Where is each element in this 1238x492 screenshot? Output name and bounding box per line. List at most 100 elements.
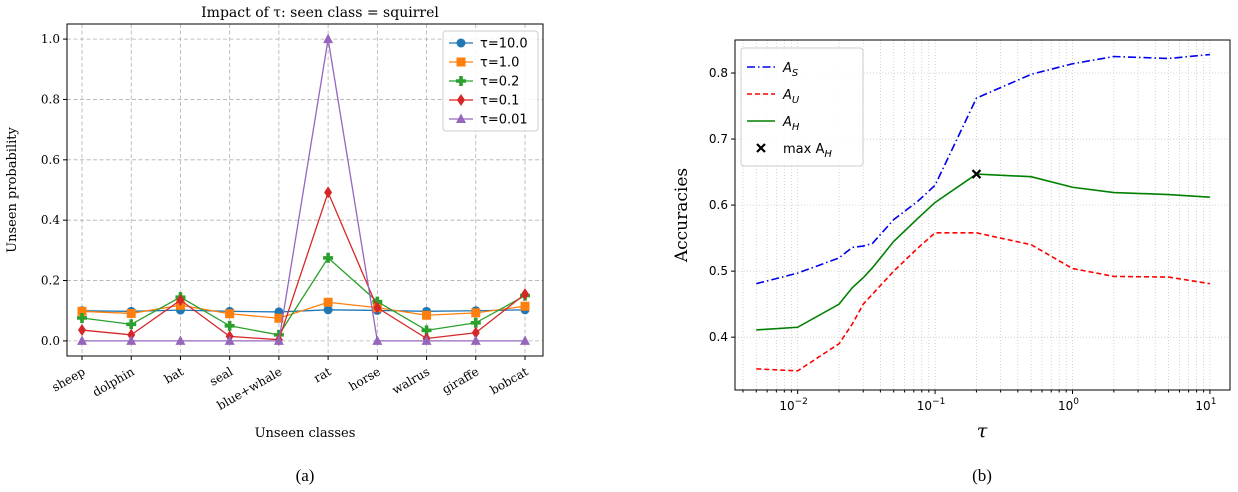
chart-a-xtick-label: rat [311,364,333,385]
chart-b-xtick-exponent: −2 [795,397,808,407]
chart-a-data-point [373,301,382,314]
chart-b-legend-subscript: H [824,149,832,160]
chart-a-ytick-label: 0.0 [41,334,60,348]
chart-a-data-point [127,328,136,341]
chart-a-data-point [323,252,334,263]
chart-a-legend-label: τ=0.01 [480,113,528,128]
chart-a-xtick-label: sheep [50,364,88,394]
chart-a-xtick-label: dolphin [90,364,137,399]
chart-a-frame [66,23,544,357]
chart-b-xtick-exponent: 1 [1211,397,1217,407]
chart-b-legend-name: A [782,61,792,76]
chart-b-legend-marker [756,143,766,153]
chart-a-xtick-label: bat [162,364,186,386]
chart-b-xtick-base: 10 [779,399,794,413]
chart-a-legend-marker [456,38,466,48]
chart-a-legend-label: τ=10.0 [480,37,528,52]
chart-a-ytick-label: 0.6 [41,153,60,167]
chart-a-ytick-label: 0.4 [41,213,60,227]
chart-b-legend-subscript: S [792,68,799,79]
chart-b-legend-label: AU [782,88,800,106]
chart-a-legend-box [442,30,539,132]
chart-a-data-point [471,308,481,318]
chart-a-data-point [126,335,137,345]
panel-a: Impact of τ: seen class = squirrel 0.0 0.… [5,5,544,485]
chart-a-data-point [176,294,185,307]
chart-a-legend-label: τ=1.0 [480,56,519,71]
panel-b: 0.40.50.60.70.8 10−2 10−1 100 101 Accuracie… [672,39,1231,485]
chart-a-series-line [81,190,526,341]
chart-a-data-point [77,335,87,345]
chart-a-legend-marker [456,76,467,86]
chart-b-ytick-label: 0.6 [709,198,728,212]
chart-a-data-point [324,186,333,199]
chart-b-ytick-label: 0.4 [709,330,728,344]
chart-b-xtick-exponent: −1 [932,397,945,407]
chart-a-series-line [82,38,525,342]
chart-a-data-point [421,335,432,345]
chart-a-data-point [225,309,235,319]
chart-a-data-point [323,297,333,307]
chart-a-data-point [470,317,481,328]
chart-b-legend-name: A [782,88,792,103]
chart-b-legend-label: AH [782,115,800,133]
chart-b-frame [734,39,1231,391]
chart-a-data-point [323,33,334,44]
chart-a-data-point [224,335,235,345]
chart-a-data-point [470,335,481,345]
chart-b-xtick-label: 10−2 [779,397,808,413]
chart-a-data-point [471,326,480,339]
chart-a-data-point [372,296,383,307]
chart-b-series-line [756,173,1210,331]
chart-b-legend-name: A [782,115,792,130]
chart-a-legend-label: τ=0.1 [480,94,519,109]
chart-b-xtick-base: 10 [1195,399,1210,413]
chart-a-xtick-label: horse [346,364,382,393]
chart-b-legend-box [740,47,864,167]
chart-a-xtick-label: walrus [390,364,432,397]
chart-a-data-point [520,301,530,311]
chart-b-xtick-label: 101 [1195,397,1216,413]
chart-b-legend-label: max AH [783,142,832,160]
chart-a-data-point [422,310,432,320]
chart-a-data-point [77,312,87,323]
chart-a-legend-marker [456,57,466,67]
chart-a-xtick-label: bobcat [488,364,531,397]
chart-a-data-point [521,288,529,301]
chart-a-data-point [274,313,284,323]
chart-a-xlabel: Unseen classes [255,426,356,441]
chart-a-xtick-label: giraffe [440,364,482,396]
chart-b-legend-subscript: H [792,122,800,133]
chart-b-xtick-base: 10 [1058,399,1073,413]
chart-b-ylabel: Accuracies [672,168,692,263]
chart-a-data-point [273,335,284,345]
chart-b-legend-label: AS [782,61,799,79]
chart-a-data-point [421,325,432,336]
chart-b-xtick-label: 100 [1058,397,1079,413]
chart-b-ytick-label: 0.8 [709,66,728,80]
chart-a-ylabel: Unseen probability [5,127,20,253]
chart-b-xtick-exponent: 0 [1073,397,1079,407]
chart-a-xtick-label: seal [207,364,235,388]
chart-a-data-point [175,335,186,345]
chart-a-data-point [77,306,87,316]
chart-b-ytick-label: 0.5 [709,264,728,278]
chart-a-data-point [126,308,136,318]
chart-a-data-point [323,305,333,315]
chart-a-ytick-label: 0.8 [41,92,60,106]
chart-b-max-marker [971,169,982,179]
chart-b-xtick-base: 10 [917,399,932,413]
chart-b-legend-subscript: U [792,95,800,106]
chart-a-legend-marker [456,113,466,123]
chart-a-data-point [126,319,137,330]
chart-a-legend-label: τ=0.2 [480,75,519,90]
chart-a-ytick-label: 0.2 [41,274,60,288]
chart-a-data-point [78,324,86,337]
chart-a-legend: τ=10.0 τ=1.0 τ=0.2 τ=0.1 τ=0.01 [442,30,539,132]
chart-a-series-line [81,256,526,336]
chart-a-data-point [520,335,530,345]
chart-b-ytick-label: 0.7 [709,132,728,146]
chart-b-series-line [756,53,1210,285]
